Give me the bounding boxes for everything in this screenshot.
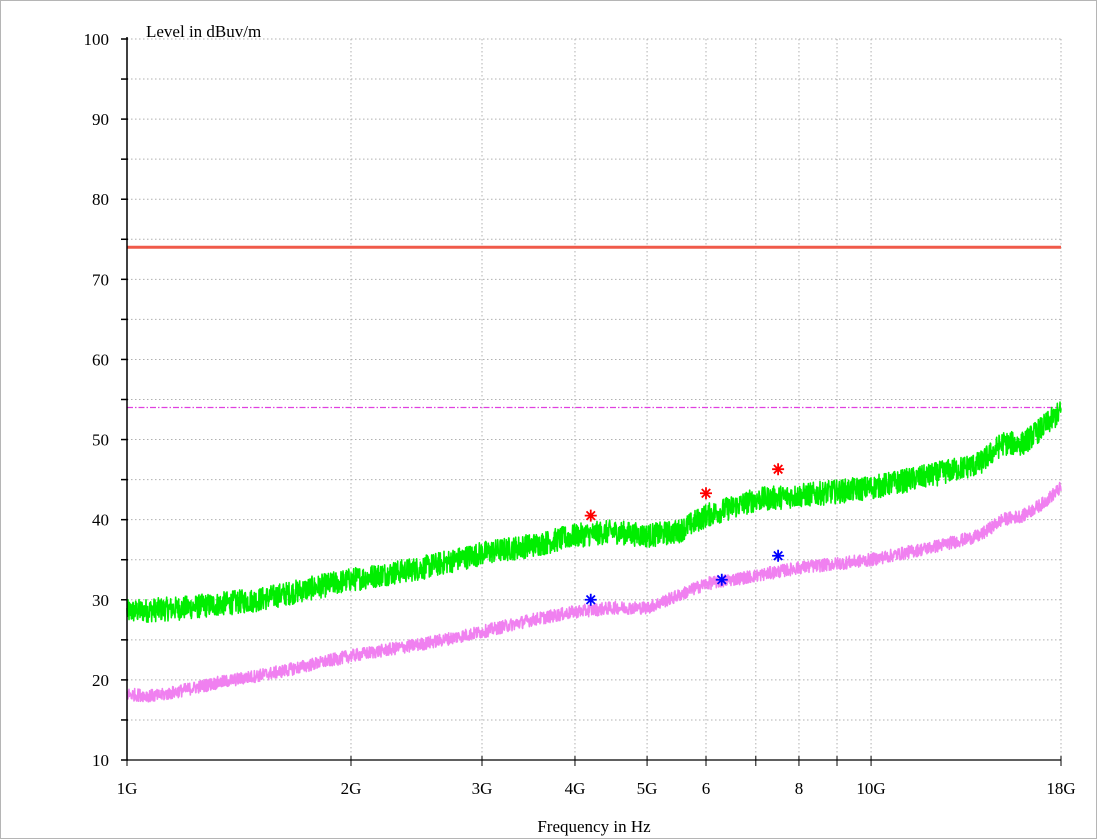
x-tick-label: 6: [702, 779, 711, 798]
peak-marker: [715, 573, 728, 586]
limit-lines: [127, 245, 1061, 409]
tick-labels: 10 20 30 40 50 60 70 80 90 100 1G 2G 3G 4G 5G 6 8 10G 18G: [84, 30, 1076, 798]
y-tick-label: 30: [92, 591, 109, 610]
x-tick-label: 2G: [341, 779, 362, 798]
x-tick-label: 3G: [472, 779, 493, 798]
y-tick-label: 100: [84, 30, 110, 49]
x-axis-title: Frequency in Hz: [537, 817, 651, 836]
peak-marker: [584, 593, 597, 606]
y-tick-label: 40: [92, 511, 109, 530]
x-tick-label: 4G: [565, 779, 586, 798]
peak-marker: [772, 463, 785, 476]
y-tick-label: 70: [92, 270, 109, 289]
y-tick-label: 10: [92, 751, 109, 770]
x-tick-label: 10G: [856, 779, 885, 798]
peak-markers: [584, 463, 785, 606]
y-tick-label: 80: [92, 190, 109, 209]
grid-lines: [126, 38, 1062, 761]
x-tick-label: 18G: [1046, 779, 1075, 798]
x-tick-label: 1G: [117, 779, 138, 798]
peak-marker: [699, 487, 712, 500]
y-tick-label: 20: [92, 671, 109, 690]
measurement-traces: [126, 401, 1062, 703]
trace-line: [126, 481, 1062, 703]
trace-line: [126, 401, 1062, 624]
y-tick-label: 50: [92, 431, 109, 450]
peak-marker: [772, 549, 785, 562]
x-tick-label: 8: [795, 779, 804, 798]
axis-ticks: [121, 38, 1062, 766]
peak-marker: [584, 509, 597, 522]
x-tick-label: 5G: [637, 779, 658, 798]
y-tick-label: 90: [92, 110, 109, 129]
y-axis-title: Level in dBuv/m: [146, 22, 261, 41]
y-tick-label: 60: [92, 350, 109, 369]
